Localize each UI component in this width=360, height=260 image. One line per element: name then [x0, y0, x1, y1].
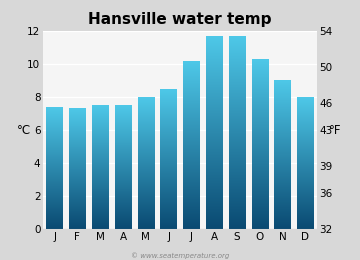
Y-axis label: °F: °F — [329, 124, 342, 136]
Title: Hansville water temp: Hansville water temp — [88, 12, 272, 27]
Text: © www.seatemperature.org: © www.seatemperature.org — [131, 252, 229, 259]
Y-axis label: °C: °C — [17, 124, 31, 136]
